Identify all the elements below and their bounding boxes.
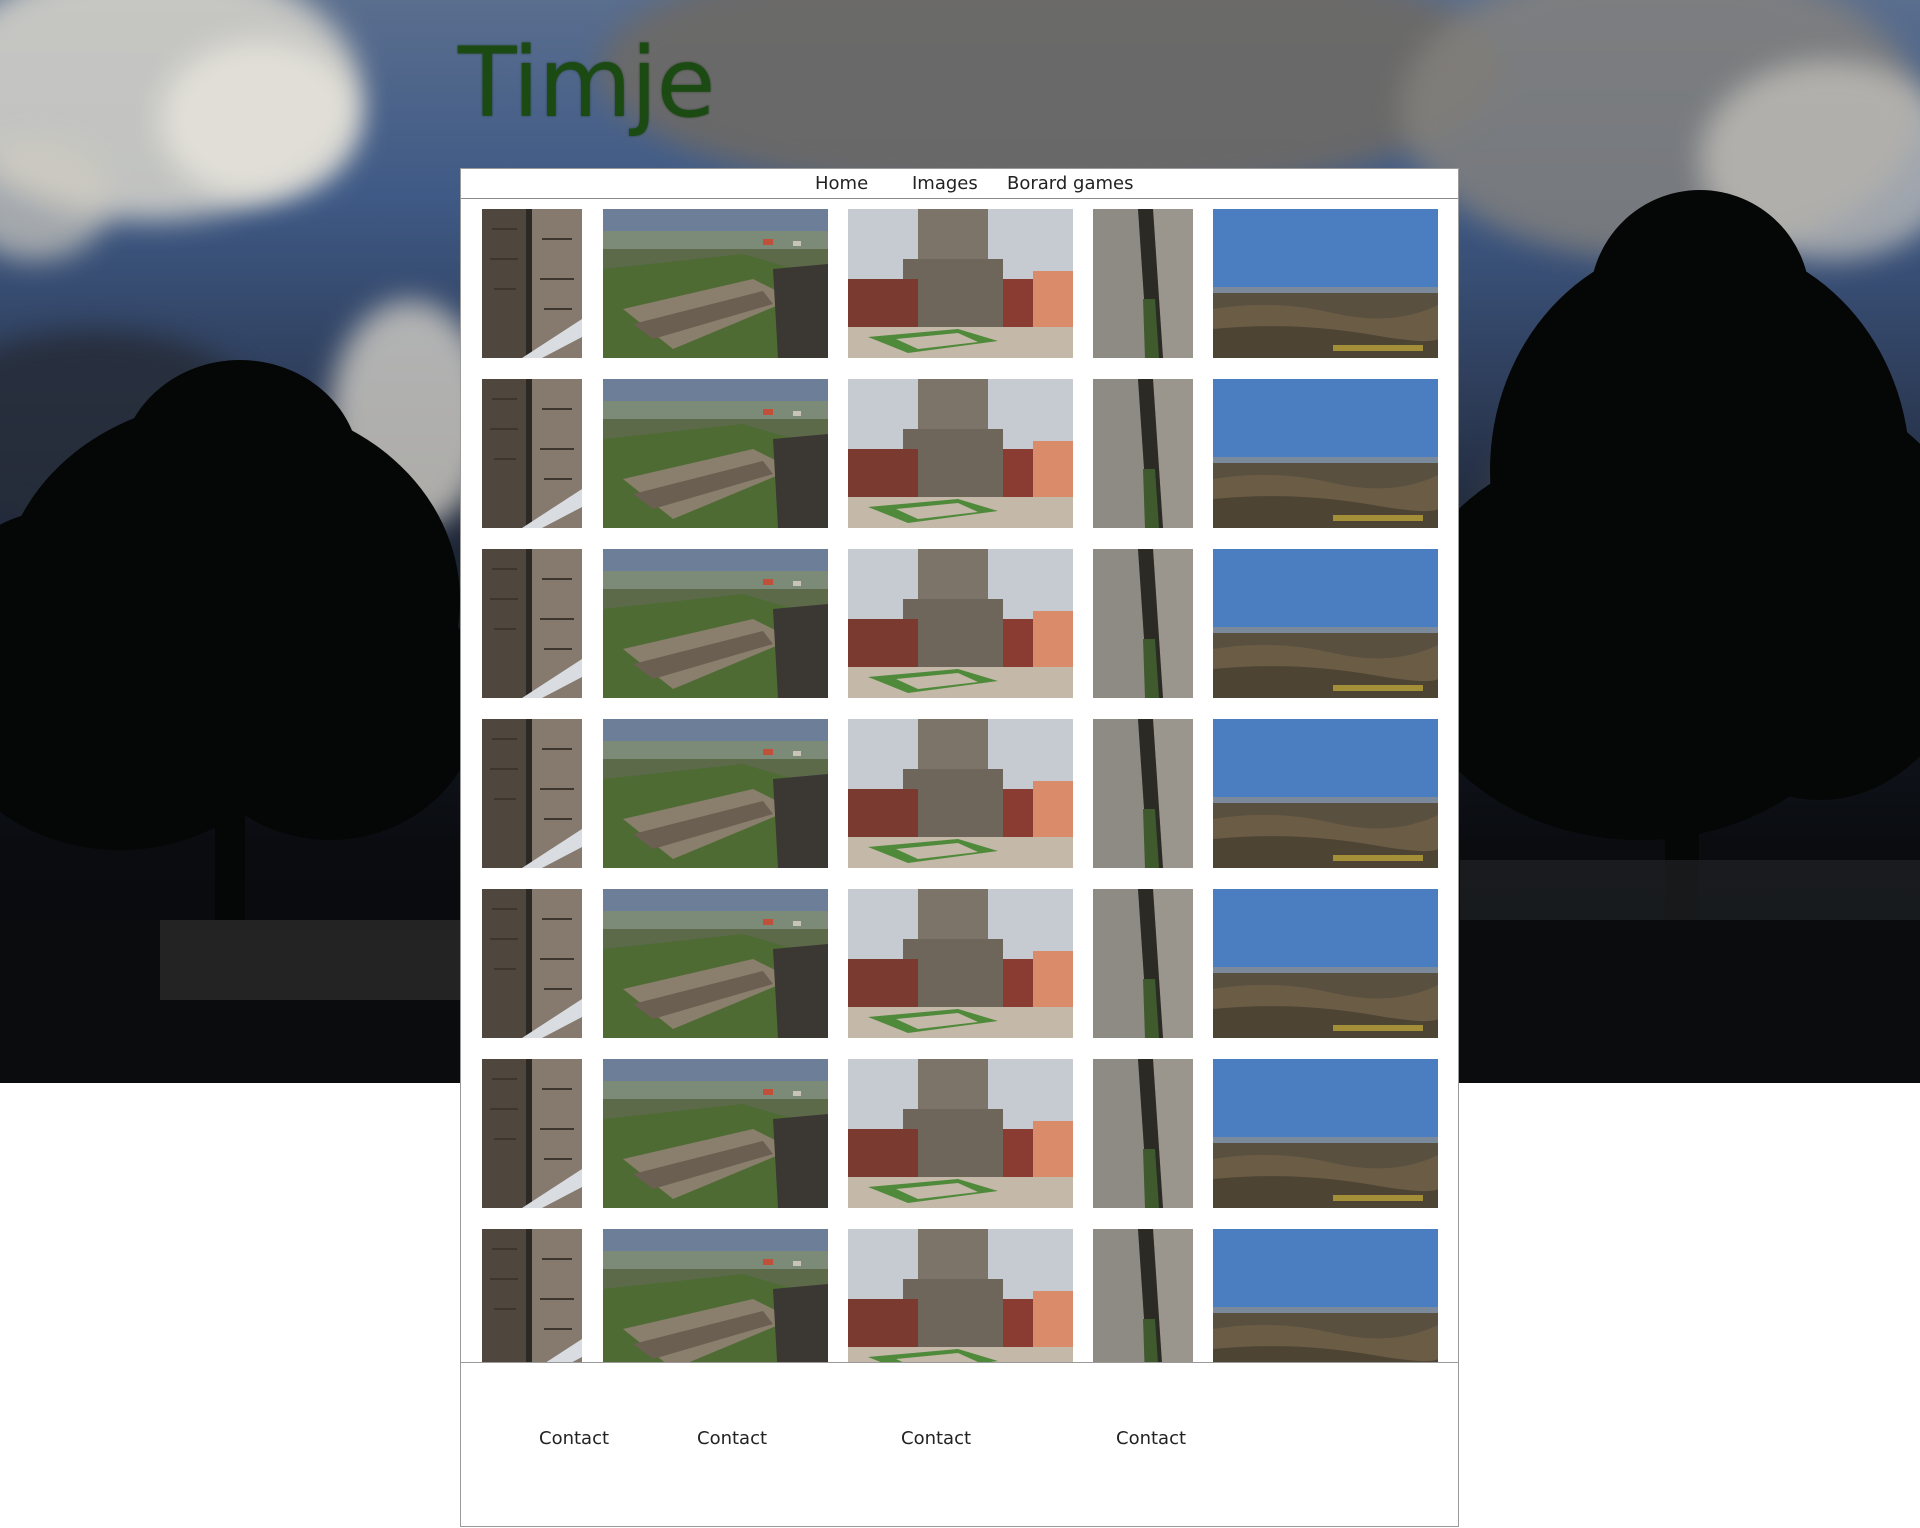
gallery-thumbnail[interactable]	[603, 889, 828, 1038]
gallery-thumbnail[interactable]	[1093, 379, 1193, 528]
gallery-thumbnail[interactable]	[848, 549, 1073, 698]
gallery-thumbnail[interactable]	[848, 1229, 1073, 1362]
photo-castle-tower	[848, 1229, 1073, 1362]
photo-rock-cleft	[1093, 209, 1193, 358]
gallery-thumbnail[interactable]	[848, 1059, 1073, 1208]
gallery-thumbnail[interactable]	[603, 719, 828, 868]
footer-contact-link[interactable]: Contact	[539, 1428, 610, 1449]
photo-stone-wall	[482, 719, 582, 868]
photo-stone-wall	[482, 549, 582, 698]
gallery-thumbnail[interactable]	[1213, 1229, 1438, 1362]
photo-castle-tower	[848, 1059, 1073, 1208]
photo-fortress-view	[603, 719, 828, 868]
photo-rock-cleft	[1093, 719, 1193, 868]
photo-fortress-view	[603, 549, 828, 698]
photo-stone-wall	[482, 889, 582, 1038]
gallery-thumbnail[interactable]	[482, 1229, 582, 1362]
photo-rocky-landscape	[1213, 1059, 1438, 1208]
footer-contact-link[interactable]: Contact	[901, 1428, 972, 1449]
nav-item-home[interactable]: Home	[815, 173, 869, 194]
gallery-thumbnail[interactable]	[603, 1229, 828, 1362]
gallery-thumbnail[interactable]	[1213, 209, 1438, 358]
gallery-thumbnail[interactable]	[1093, 1059, 1193, 1208]
photo-fortress-view	[603, 889, 828, 1038]
gallery-thumbnail[interactable]	[482, 549, 582, 698]
gallery-thumbnail[interactable]	[603, 379, 828, 528]
gallery-thumbnail[interactable]	[848, 379, 1073, 528]
photo-stone-wall	[482, 209, 582, 358]
photo-fortress-view	[603, 1229, 828, 1362]
footer-contact-link[interactable]: Contact	[1116, 1428, 1187, 1449]
gallery-thumbnail[interactable]	[848, 209, 1073, 358]
gallery-thumbnail[interactable]	[482, 209, 582, 358]
site-title: Timje	[458, 27, 716, 139]
photo-castle-tower	[848, 209, 1073, 358]
gallery-thumbnail[interactable]	[482, 1059, 582, 1208]
photo-rock-cleft	[1093, 1059, 1193, 1208]
photo-fortress-view	[603, 379, 828, 528]
photo-rocky-landscape	[1213, 209, 1438, 358]
cloud	[600, 0, 1500, 200]
photo-rocky-landscape	[1213, 549, 1438, 698]
main-nav: Home Images Borard games	[461, 169, 1458, 199]
gallery-thumbnail[interactable]	[1213, 1059, 1438, 1208]
gallery-thumbnail[interactable]	[848, 889, 1073, 1038]
photo-castle-tower	[848, 379, 1073, 528]
photo-stone-wall	[482, 1059, 582, 1208]
photo-rock-cleft	[1093, 379, 1193, 528]
gallery-thumbnail[interactable]	[1213, 889, 1438, 1038]
gallery-thumbnail[interactable]	[1093, 549, 1193, 698]
photo-rocky-landscape	[1213, 889, 1438, 1038]
photo-rock-cleft	[1093, 1229, 1193, 1362]
content-panel: Home Images Borard games Contact Contact…	[460, 168, 1459, 1527]
photo-rocky-landscape	[1213, 719, 1438, 868]
gallery-thumbnail[interactable]	[1093, 889, 1193, 1038]
photo-stone-wall	[482, 1229, 582, 1362]
gallery-thumbnail[interactable]	[603, 549, 828, 698]
nav-item-images[interactable]: Images	[912, 173, 978, 194]
photo-rock-cleft	[1093, 549, 1193, 698]
photo-castle-tower	[848, 549, 1073, 698]
gallery-thumbnail[interactable]	[603, 1059, 828, 1208]
nav-item-board-games[interactable]: Borard games	[1007, 173, 1134, 194]
photo-fortress-view	[603, 209, 828, 358]
gallery-thumbnail[interactable]	[482, 719, 582, 868]
gallery-thumbnail[interactable]	[1213, 719, 1438, 868]
gallery-thumbnail[interactable]	[1093, 209, 1193, 358]
photo-rock-cleft	[1093, 889, 1193, 1038]
gallery-thumbnail[interactable]	[1213, 549, 1438, 698]
gallery-thumbnail[interactable]	[482, 889, 582, 1038]
footer-contact-link[interactable]: Contact	[697, 1428, 768, 1449]
cloud	[160, 40, 360, 200]
gallery-thumbnail[interactable]	[603, 209, 828, 358]
footer: Contact Contact Contact Contact	[461, 1362, 1458, 1527]
photo-rocky-landscape	[1213, 379, 1438, 528]
gallery-thumbnail[interactable]	[848, 719, 1073, 868]
gallery-thumbnail[interactable]	[1093, 1229, 1193, 1362]
photo-fortress-view	[603, 1059, 828, 1208]
photo-castle-tower	[848, 889, 1073, 1038]
gallery-thumbnail[interactable]	[482, 379, 582, 528]
photo-rocky-landscape	[1213, 1229, 1438, 1362]
photo-castle-tower	[848, 719, 1073, 868]
gallery-thumbnail[interactable]	[1213, 379, 1438, 528]
gallery-thumbnail[interactable]	[1093, 719, 1193, 868]
photo-stone-wall	[482, 379, 582, 528]
image-gallery	[461, 199, 1458, 1362]
